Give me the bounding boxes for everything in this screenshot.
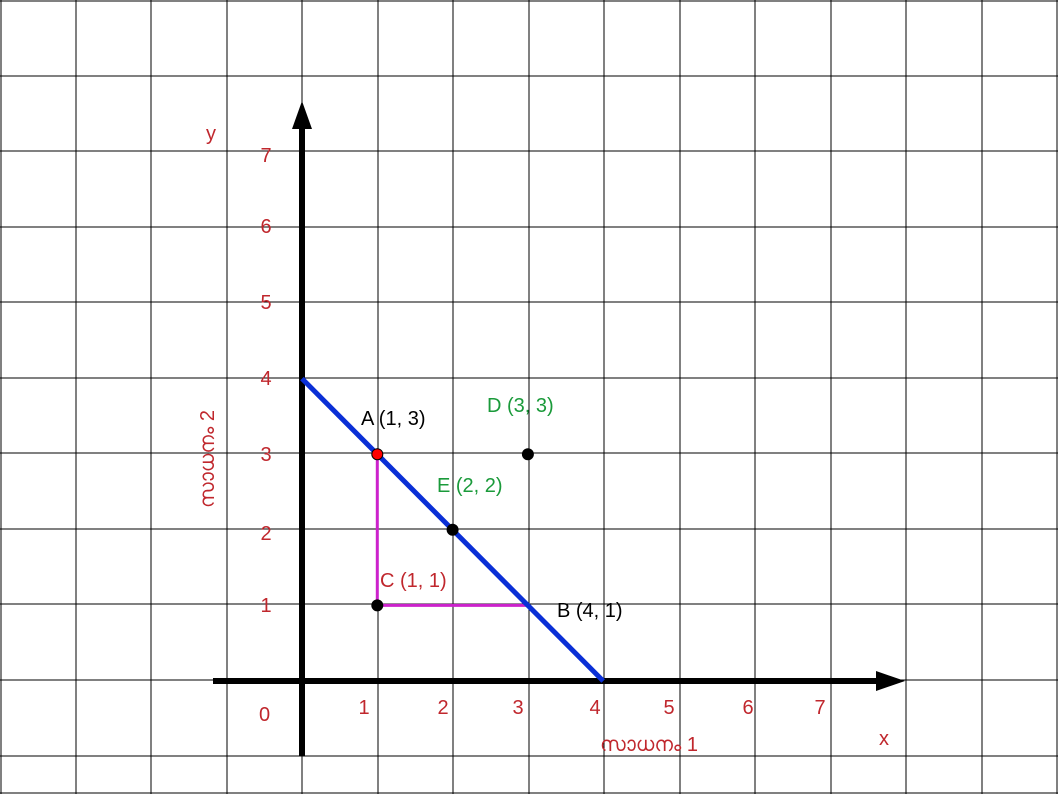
y-tick-label: 3 [260, 444, 271, 466]
y-tick-label: 1 [260, 595, 271, 617]
tick-labels: 0 1 2 3 4 5 6 7 1 2 3 4 5 6 7 [259, 145, 826, 726]
origin-label: 0 [259, 704, 270, 726]
point-label-d: D (3, 3) [487, 395, 554, 417]
point-a [371, 448, 384, 461]
x-axis-name: സാധനം 1 [600, 734, 698, 756]
x-axis-arrow [876, 671, 905, 691]
y-tick-label: 5 [260, 292, 271, 314]
point-labels: A (1, 3) B (4, 1) C (1, 1) D (3, 3) E (2, 2) [361, 395, 623, 622]
y-tick-label: 6 [260, 216, 271, 238]
point-c [371, 599, 384, 612]
point-label-b: B (4, 1) [557, 600, 623, 622]
y-tick-label: 4 [260, 368, 271, 390]
x-tick-label: 7 [814, 697, 825, 719]
x-tick-label: 6 [742, 697, 753, 719]
point-label-a: A (1, 3) [361, 408, 425, 430]
y-axis-arrow [292, 101, 312, 129]
point-label-e: E (2, 2) [437, 475, 503, 497]
y-axis-letter: y [206, 123, 216, 145]
point-e [446, 523, 459, 536]
x-tick-label: 5 [663, 697, 674, 719]
x-tick-label: 1 [358, 697, 369, 719]
x-axis-letter: x [879, 728, 889, 750]
points [371, 448, 534, 612]
x-tick-label: 2 [437, 697, 448, 719]
x-tick-label: 4 [589, 697, 600, 719]
x-tick-label: 3 [512, 697, 523, 719]
y-tick-label: 7 [260, 145, 271, 167]
y-axis-name: സാധനം 2 [197, 410, 219, 508]
point-label-c: C (1, 1) [380, 570, 447, 592]
y-tick-label: 2 [260, 523, 271, 545]
point-d [521, 448, 534, 461]
axis-names: x y സാധനം 1 സാധനം 2 [197, 123, 889, 756]
axes [213, 101, 905, 756]
